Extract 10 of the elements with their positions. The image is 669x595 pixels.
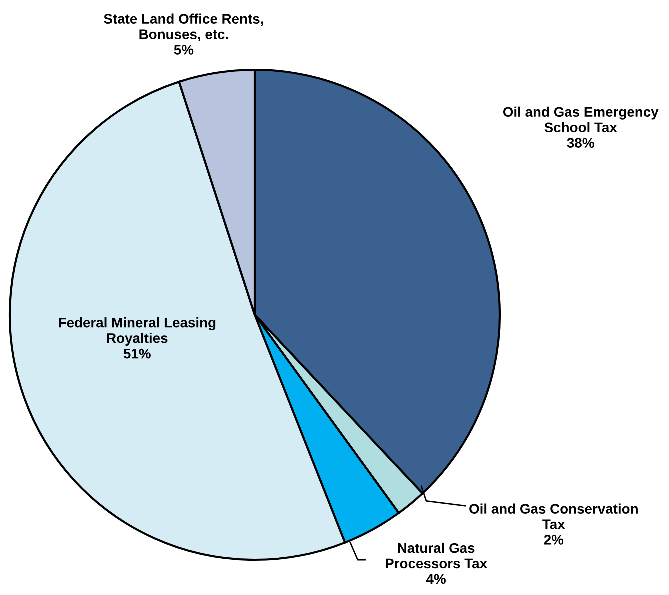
data-label: 5% [174, 45, 194, 55]
slice-label: State Land Office Rents, Bonuses, etc. [104, 14, 264, 42]
data-label: 51% [124, 348, 151, 359]
slice-label: Oil and Gas Emergency School Tax [503, 106, 659, 133]
data-label: 38% [567, 138, 594, 148]
data-label: 4% [426, 574, 446, 584]
slice-label: Oil and Gas Conservation Tax [470, 504, 638, 530]
legend-label: Natural Gas Processors Tax [386, 542, 488, 569]
slice-label: Federal Mineral Leasing Royalties [59, 318, 216, 346]
data-label: 2% [544, 535, 564, 545]
